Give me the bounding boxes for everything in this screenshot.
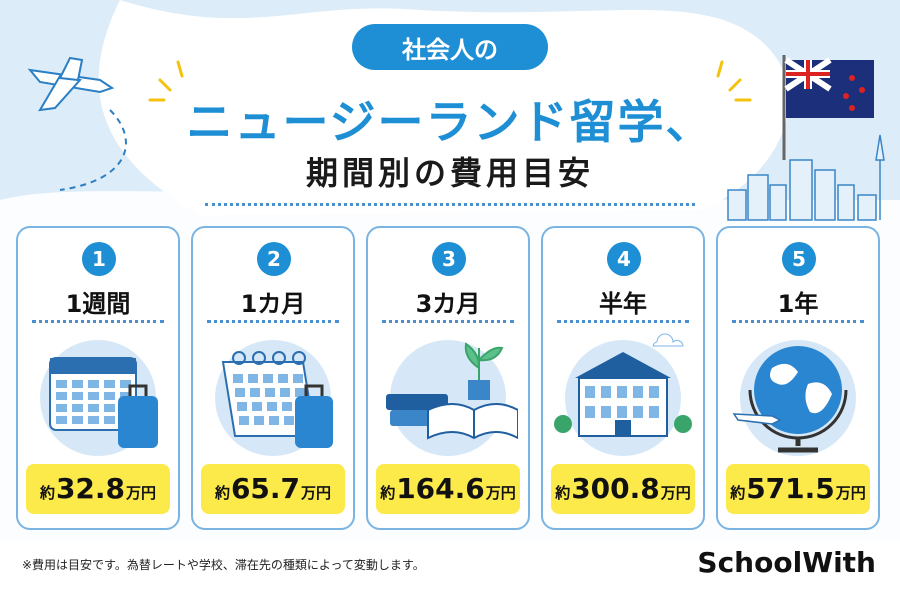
price-unit: 万円 — [835, 484, 866, 502]
card-illustration — [386, 340, 518, 456]
card: 2 1カ月約 65.7 万円 — [191, 226, 355, 530]
card-divider — [732, 320, 864, 323]
subtitle: 期間別の費用目安 — [305, 154, 594, 192]
price-amount: 164.6 — [396, 472, 485, 505]
price-prefix: 約 — [39, 484, 55, 502]
card: 1 1週間約 32.8 万円 — [16, 226, 180, 530]
card-divider — [207, 320, 339, 323]
card-illustration — [215, 340, 333, 456]
price-prefix: 約 — [730, 484, 746, 502]
price-amount: 571.5 — [746, 472, 835, 505]
card-price: 約 300.8 万円 — [551, 464, 695, 514]
card-number: 3 — [432, 242, 466, 276]
card-price: 約 164.6 万円 — [376, 464, 520, 514]
card-period: 1カ月 — [240, 290, 306, 318]
card-period: 半年 — [599, 290, 647, 318]
card-price: 約 32.8 万円 — [26, 464, 170, 514]
badge: 社会人の — [352, 24, 548, 70]
card-number: 1 — [82, 242, 116, 276]
card-divider — [32, 320, 164, 323]
price-unit: 万円 — [485, 484, 516, 502]
price-unit: 万円 — [126, 484, 157, 502]
card-illustration — [40, 340, 158, 456]
card-price: 約 65.7 万円 — [201, 464, 345, 514]
card: 3 3カ月約 164.6 万円 — [366, 226, 530, 530]
card-period: 1週間 — [65, 290, 131, 318]
card-number: 2 — [257, 242, 291, 276]
price-unit: 万円 — [660, 484, 691, 502]
card-divider — [382, 320, 514, 323]
price-prefix: 約 — [380, 484, 396, 502]
card-illustration — [732, 340, 856, 456]
divider — [205, 203, 695, 206]
price-prefix: 約 — [214, 484, 230, 502]
price-amount: 65.7 — [230, 472, 301, 505]
title: ニュージーランド留学、 — [186, 95, 714, 149]
card-period: 1年 — [777, 290, 819, 318]
card-period: 3カ月 — [415, 290, 481, 318]
price-unit: 万円 — [301, 484, 332, 502]
card: 4 半年約 300.8 万円 — [541, 226, 705, 530]
price-amount: 300.8 — [571, 472, 660, 505]
card-illustration — [554, 333, 692, 456]
price-amount: 32.8 — [55, 472, 126, 505]
price-prefix: 約 — [555, 484, 571, 502]
card-price: 約 571.5 万円 — [726, 464, 870, 514]
card-divider — [557, 320, 689, 323]
card: 5 1年約 571.5 万円 — [716, 226, 880, 530]
logo: SchoolWith — [697, 546, 876, 579]
card-number: 5 — [782, 242, 816, 276]
card-number: 4 — [607, 242, 641, 276]
footnote: ※費用は目安です。為替レートや学校、滞在先の種類によって変動します。 — [22, 558, 425, 572]
